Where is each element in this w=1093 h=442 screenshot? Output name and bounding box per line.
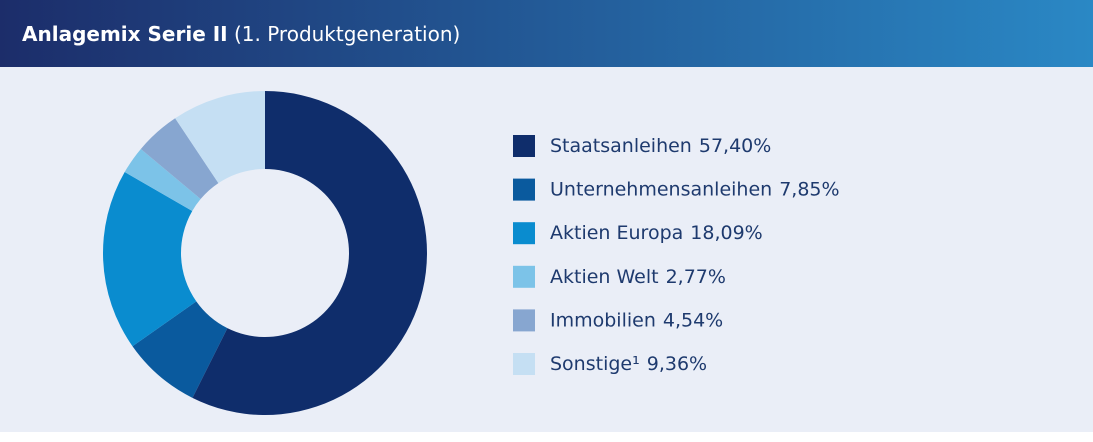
legend-category: Aktien Welt xyxy=(550,265,659,287)
legend-label: Unternehmensanleihen 7,85% xyxy=(550,178,840,200)
legend-value: 2,77% xyxy=(666,265,726,287)
chart-title: Anlagemix Serie II (1. Produktgeneration… xyxy=(22,22,460,46)
title: Anlagemix Serie II xyxy=(22,22,228,46)
legend-category: Unternehmensanleihen xyxy=(550,178,772,200)
legend-swatch xyxy=(513,353,535,375)
legend-swatch xyxy=(513,178,535,201)
legend-value: 9,36% xyxy=(647,353,707,375)
legend-label: Aktien Welt 2,77% xyxy=(550,265,726,287)
legend-swatch xyxy=(513,309,535,332)
legend: Staatsanleihen 57,40% Unternehmensanleihen… xyxy=(513,135,840,375)
legend-category: Sonstige¹ xyxy=(550,353,640,375)
legend-swatch xyxy=(513,222,535,245)
legend-label: Staatsanleihen 57,40% xyxy=(550,135,771,157)
legend-swatch xyxy=(513,135,535,157)
legend-value: 57,40% xyxy=(699,135,771,157)
legend-label: Sonstige¹ 9,36% xyxy=(550,353,707,375)
legend-label: Aktien Europa 18,09% xyxy=(550,222,763,244)
legend-swatch xyxy=(513,265,535,288)
slice xyxy=(124,148,201,212)
subtitle: (1. Produktgeneration) xyxy=(234,22,460,46)
legend-value: 7,85% xyxy=(779,178,839,200)
slice xyxy=(192,91,428,416)
legend-value: 18,09% xyxy=(690,222,762,244)
legend-value: 4,54% xyxy=(663,309,723,331)
legend-category: Staatsanleihen xyxy=(550,135,692,157)
slice xyxy=(175,91,265,184)
legend-category: Aktien Europa xyxy=(550,222,683,244)
header-bar xyxy=(0,0,1093,67)
legend-category: Immobilien xyxy=(550,309,656,331)
slice xyxy=(140,118,219,200)
slice xyxy=(132,301,228,398)
slice xyxy=(103,172,197,347)
legend-label: Immobilien 4,54% xyxy=(550,309,723,331)
donut xyxy=(103,91,428,416)
